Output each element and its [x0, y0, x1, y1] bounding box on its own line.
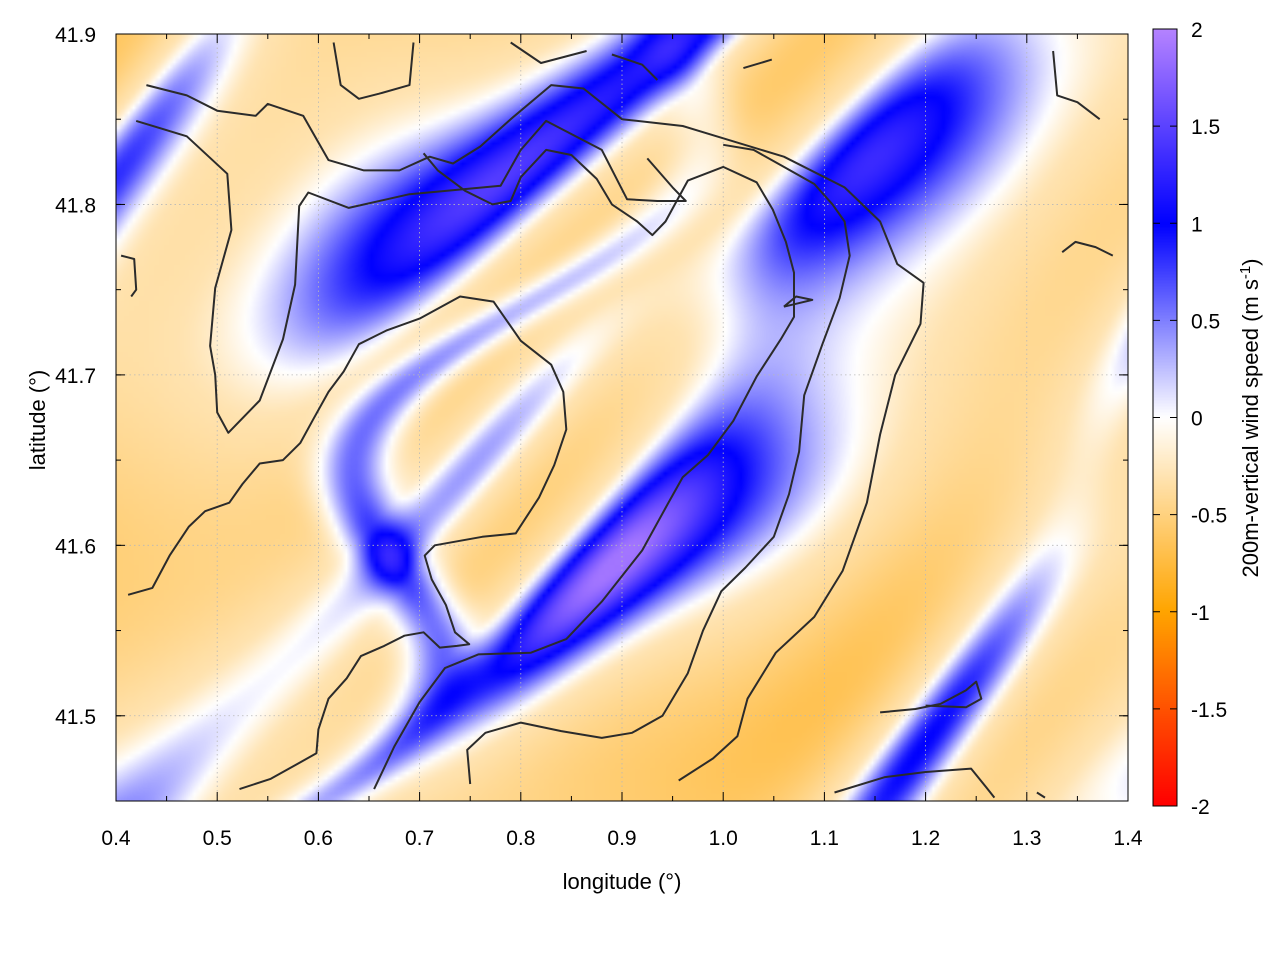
contour-line [332, 42, 415, 100]
x-tick-label: 1.2 [911, 827, 940, 850]
colorbar-tick-label: 1.5 [1191, 116, 1220, 139]
y-tick-label: 41.5 [55, 706, 96, 729]
y-tick-label: 41.6 [55, 535, 96, 558]
x-tick-label: 0.8 [506, 827, 535, 850]
contour-line [1052, 50, 1101, 120]
contour-line [373, 148, 795, 790]
y-axis: 41.5 41.6 41.7 41.8 41.9 [55, 24, 1128, 802]
colorbar-tick-label: 0 [1191, 408, 1203, 431]
colorbar-tick-label: -2 [1191, 796, 1210, 819]
colorbar-tick-label: -0.5 [1191, 505, 1227, 528]
x-tick-label: 0.5 [203, 827, 232, 850]
colorbar-ticks: 2 1.5 1 0.5 0 -0.5 -1 -1.5 -2 [1153, 19, 1227, 819]
y-tick-label: 41.8 [55, 194, 96, 217]
contour-lines [120, 41, 1114, 799]
colorbar-tick-label: 1 [1191, 213, 1203, 236]
contour-line [127, 295, 568, 791]
x-tick-label: 1.0 [709, 827, 738, 850]
contour-line [743, 58, 773, 70]
colorbar-tick-label: -1 [1191, 602, 1210, 625]
x-tick-label: 0.7 [405, 827, 434, 850]
x-axis: 0.4 0.5 0.6 0.7 0.8 0.9 1.0 1.1 1.2 1.3 1.4 [101, 34, 1143, 850]
x-tick-label: 0.4 [101, 827, 131, 850]
contour-line [834, 767, 996, 799]
colorbar-label-main: 200m-vertical wind speed (m s [1238, 279, 1263, 577]
x-tick-label: 1.4 [1113, 827, 1143, 850]
x-tick-label: 0.9 [607, 827, 636, 850]
contour-line [1036, 791, 1046, 799]
contour-line [1061, 240, 1114, 257]
contour-line [466, 143, 851, 785]
contour-line [120, 254, 138, 298]
contour-line [783, 295, 814, 308]
contour-line [510, 41, 587, 64]
colorbar-label-close: ) [1238, 258, 1263, 265]
x-tick-label: 1.1 [810, 827, 839, 850]
contour-line [611, 53, 659, 81]
colorbar-tick-label: -1.5 [1191, 699, 1227, 722]
colorbar-tick-label: 2 [1191, 19, 1203, 42]
contour-line [146, 84, 925, 782]
y-axis-label: latitude (°) [25, 370, 50, 471]
y-tick-label: 41.7 [55, 365, 96, 388]
colorbar-label: 200m-vertical wind speed (m s-1) [1237, 258, 1263, 577]
contour-line [135, 119, 687, 434]
colorbar-tick-label: 0.5 [1191, 310, 1220, 333]
colorbar-label-exponent: -1 [1237, 266, 1254, 279]
y-tick-label: 41.9 [55, 24, 96, 47]
x-tick-label: 1.3 [1012, 827, 1041, 850]
contour-line [880, 680, 983, 714]
x-tick-label: 0.6 [304, 827, 333, 850]
x-axis-label: longitude (°) [563, 869, 682, 894]
